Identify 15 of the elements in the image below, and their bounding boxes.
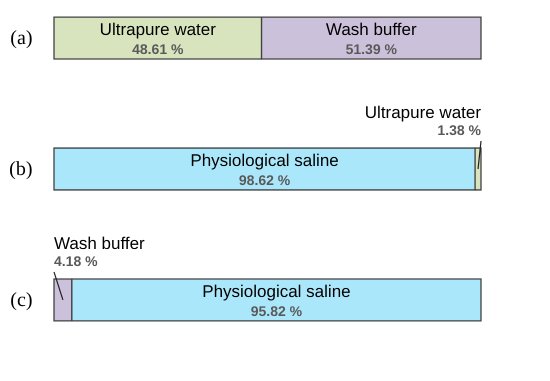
data-label: 1.38 % bbox=[437, 122, 482, 138]
series-label: Physiological saline bbox=[190, 151, 339, 170]
y-tick-label: (a) bbox=[10, 27, 32, 50]
data-label: 48.61 % bbox=[132, 41, 184, 58]
text: Physiological saline bbox=[202, 282, 351, 301]
data-label: 98.62 % bbox=[238, 172, 291, 188]
data-label: 51.39 % bbox=[346, 41, 398, 58]
series-label: Ultrapure water bbox=[100, 20, 216, 40]
series-label: Wash buffer bbox=[326, 20, 417, 40]
data-label: 4.18 % bbox=[54, 252, 98, 269]
data-label: 95.82 % bbox=[250, 302, 303, 319]
y-tick-label: (c) bbox=[10, 288, 32, 311]
series-label: Ultrapure water bbox=[364, 103, 482, 122]
text: Wash buffer bbox=[54, 234, 145, 253]
y-tick-label: (b) bbox=[9, 158, 32, 180]
